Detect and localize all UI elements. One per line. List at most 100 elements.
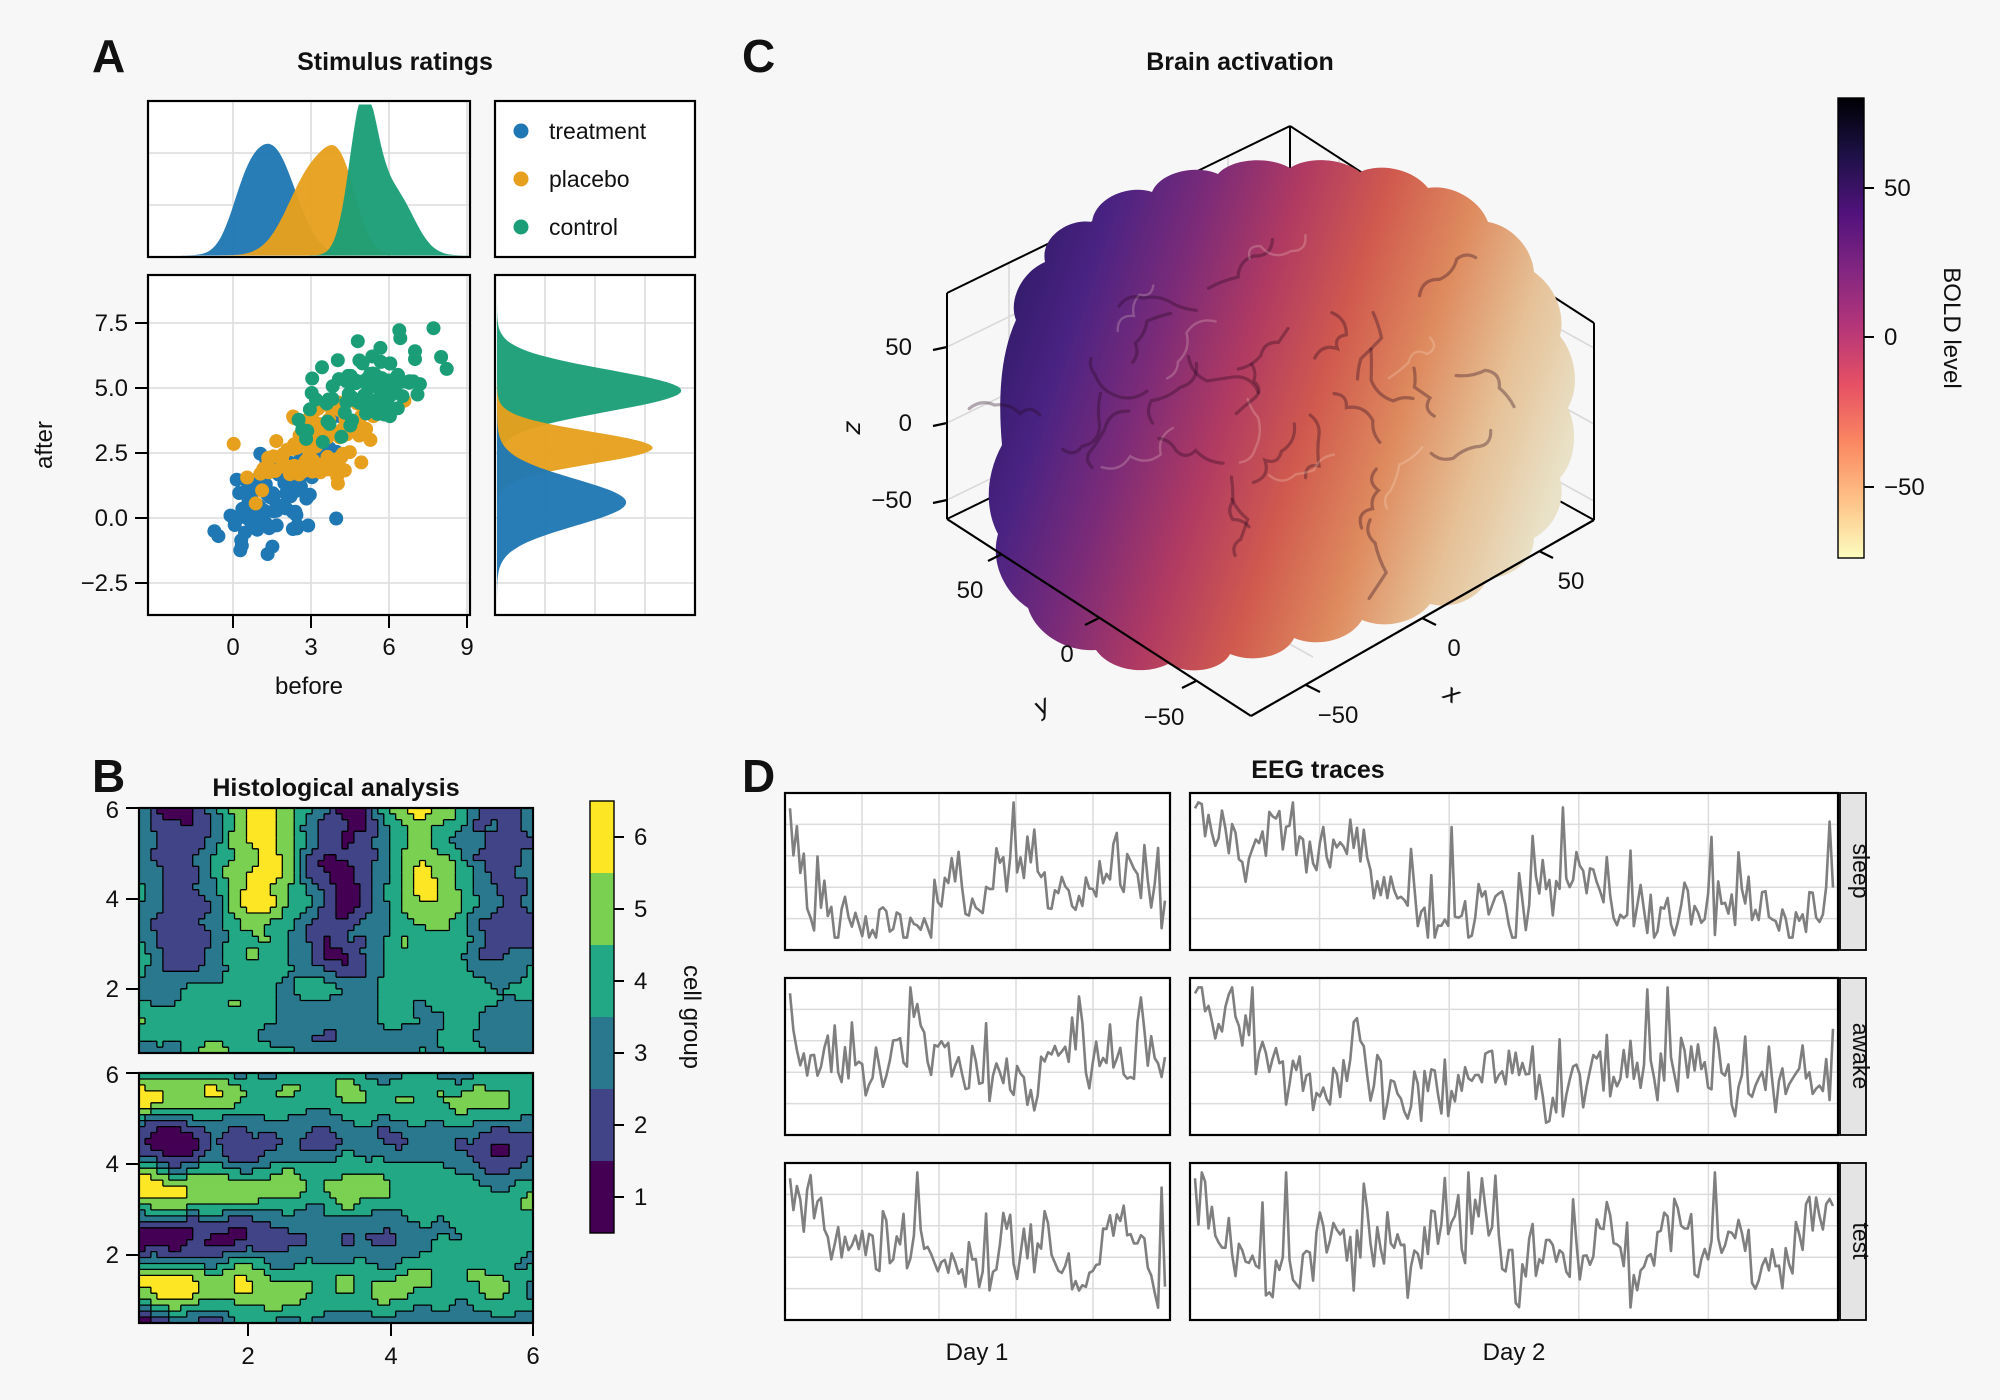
scatter-point [266, 504, 281, 519]
scatter-point [289, 521, 304, 536]
a-right-density-treatment [497, 276, 627, 615]
eeg-panel-awake-1 [783, 976, 1172, 1137]
scatter-point [253, 466, 268, 481]
scatter-point [334, 429, 349, 444]
scatter-point [363, 432, 378, 447]
c-x-tick-0: 50 [1558, 568, 1585, 595]
d-strip-sleep: sleep [1848, 844, 1874, 899]
eeg-trace [1193, 1171, 1835, 1309]
a-right-density-placebo [497, 276, 653, 615]
scatter-point [229, 472, 244, 487]
a-x-tick-1: 3 [304, 634, 317, 661]
a-top-density-placebo [148, 145, 470, 256]
scatter-point [334, 450, 349, 465]
eeg-trace [1193, 986, 1835, 1124]
b-bot-y-tick-0: 6 [106, 1062, 119, 1089]
scatter-point [373, 340, 388, 355]
a-top-density-panel [146, 99, 472, 259]
eeg-trace [788, 1171, 1167, 1309]
a-right-density-panel [493, 273, 697, 617]
eeg-panel-awake-2 [1188, 976, 1840, 1137]
scatter-point [301, 518, 316, 533]
d-col-label-day1: Day 1 [946, 1339, 1009, 1366]
scatter-point [341, 386, 356, 401]
b-x-tick-2: 6 [526, 1343, 539, 1370]
panel-a-title: Stimulus ratings [297, 48, 493, 76]
scatter-point [406, 374, 421, 389]
c-3d-front-axes [932, 345, 1595, 717]
eeg-trace [788, 986, 1167, 1112]
eeg-trace [1193, 801, 1835, 939]
b-colorbar-ticks [614, 836, 624, 1198]
b-cbar-tick-5: 1 [634, 1184, 647, 1211]
scatter-point [293, 479, 308, 494]
scatter-point [315, 360, 329, 375]
scatter-point [361, 370, 375, 385]
scatter-point [343, 418, 358, 433]
panel-b-title: Histological analysis [212, 774, 459, 802]
scatter-point [329, 511, 344, 526]
scatter-point [390, 401, 405, 416]
scatter-point [265, 539, 280, 554]
b-x-tick-0: 2 [241, 1343, 254, 1370]
scatter-point [322, 416, 337, 431]
scatter-point [275, 451, 289, 466]
eeg-panel-test-2 [1188, 1161, 1840, 1322]
a-xlabel: before [275, 673, 343, 700]
a-top-density-treatment [148, 143, 470, 256]
a-x-tick-0: 0 [226, 634, 239, 661]
a-legend: treatment placebo control [493, 99, 697, 259]
c-brain-sulci [967, 234, 1516, 601]
scatter-point [325, 391, 340, 406]
panel-label-c: C [742, 30, 775, 82]
contour-lines [139, 1073, 533, 1323]
scatter-point [232, 486, 247, 500]
scatter-point [330, 353, 345, 368]
a-top-density-areas [148, 104, 470, 256]
scatter-point [302, 402, 317, 417]
b-cbar-tick-2: 4 [634, 968, 647, 995]
b-x-tick-1: 4 [384, 1343, 397, 1370]
scatter-point [232, 510, 247, 525]
d-col-label-day2: Day 2 [1483, 1339, 1546, 1366]
legend-swatch-control [513, 219, 529, 235]
a-top-density-control [148, 104, 470, 256]
scatter-point [211, 529, 226, 544]
panel-c-title: Brain activation [1146, 48, 1334, 76]
legend-item-placebo: placebo [549, 166, 630, 192]
b-tick-marks [126, 807, 534, 1336]
scatter-point [355, 356, 370, 371]
scatter-point [352, 428, 367, 443]
b-bot-y-tick-2: 2 [106, 1242, 119, 1269]
contour-lines [139, 808, 533, 1053]
scatter-point [249, 516, 264, 531]
scatter-point [269, 434, 284, 449]
a-scatter-panel [146, 273, 472, 617]
scatter-point [434, 350, 449, 364]
scatter-point [354, 455, 369, 470]
a-ylabel: after [31, 421, 58, 469]
scatter-point [388, 384, 403, 399]
d-eeg-panels [783, 791, 1840, 1322]
c-x-tick-2: −50 [1318, 702, 1359, 729]
d-row-strips: sleep awake test [1839, 792, 1874, 1321]
scatter-point [330, 469, 345, 484]
b-contour-top [139, 808, 533, 1053]
panel-d-title: EEG traces [1251, 756, 1384, 784]
scatter-point [301, 453, 316, 468]
b-bot-y-tick-1: 4 [106, 1151, 119, 1178]
b-cbar-tick-3: 3 [634, 1040, 647, 1067]
c-z-tick-1: 0 [899, 410, 912, 437]
c-colorbar [1837, 97, 1865, 559]
c-colorbar-ticks [1864, 187, 1874, 488]
scatter-point [426, 321, 441, 336]
c-y-tick-0: 50 [957, 577, 984, 604]
legend-item-treatment: treatment [549, 118, 647, 144]
a-right-density-control [497, 276, 682, 615]
eeg-panel-sleep-1 [783, 791, 1172, 952]
legend-swatch-placebo [513, 171, 529, 187]
b-contour-top-border [137, 806, 535, 1055]
a-right-density-areas [497, 276, 682, 615]
b-cbar-tick-4: 2 [634, 1112, 647, 1139]
b-contour-bottom [139, 1073, 533, 1323]
